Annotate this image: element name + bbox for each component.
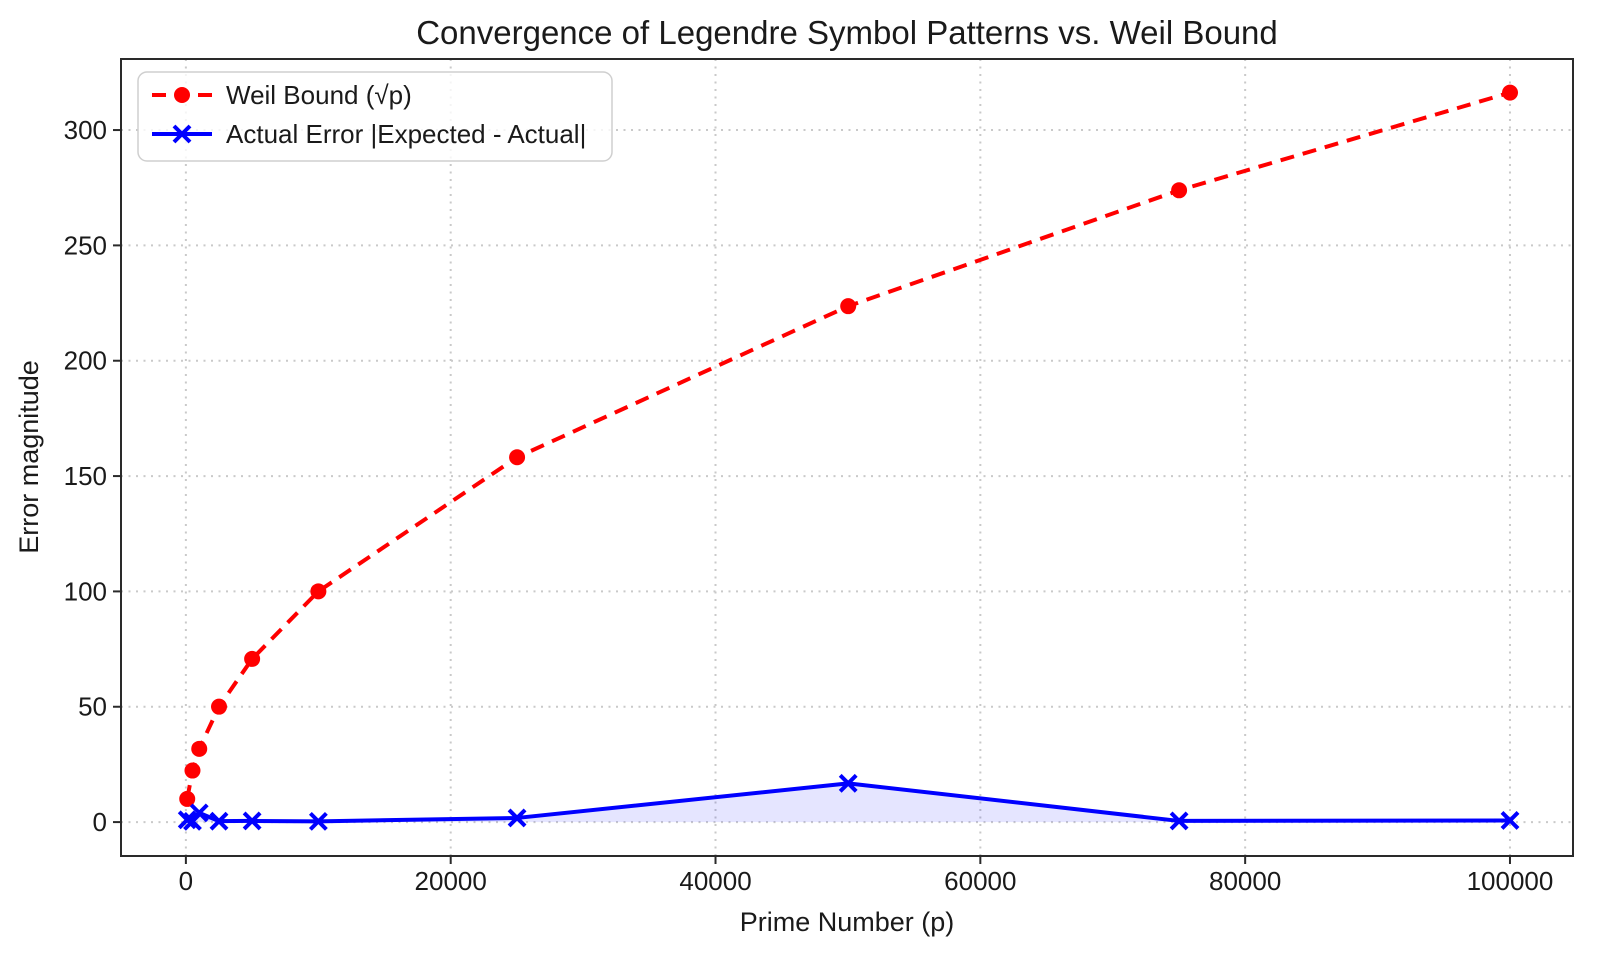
legend-label-weil-bound: Weil Bound (√p) — [226, 80, 412, 110]
x-axis-label: Prime Number (p) — [740, 907, 955, 937]
y-tick-labels: 0 50 100 150 200 250 300 — [64, 115, 107, 837]
weil-bound-point — [509, 449, 526, 466]
legend-label-actual-error: Actual Error |Expected - Actual| — [226, 119, 586, 149]
x-tick-label: 40000 — [679, 866, 751, 896]
y-tick-label: 250 — [64, 230, 107, 260]
actual-error-point — [242, 811, 262, 831]
plot-border — [120, 58, 1574, 857]
actual-error-point — [177, 810, 197, 830]
y-tick-label: 150 — [64, 461, 107, 491]
weil-bound-point — [840, 298, 857, 315]
x-tick-label: 80000 — [1209, 866, 1281, 896]
y-tick-label: 50 — [78, 692, 107, 722]
weil-bound-point — [244, 650, 261, 667]
x-tick-label: 0 — [179, 866, 193, 896]
actual-error-point — [189, 803, 209, 823]
legend-entry-weil-bound: Weil Bound (√p) — [152, 80, 412, 110]
y-tick-label: 0 — [93, 807, 107, 837]
weil-bound-series — [179, 84, 1519, 807]
actual-error-point — [507, 808, 527, 828]
actual-error-series — [177, 773, 1520, 831]
x-tick-label: 100000 — [1467, 866, 1554, 896]
weil-bound-point — [179, 790, 196, 807]
actual-error-point — [1169, 811, 1189, 831]
weil-bound-point — [184, 762, 201, 779]
x-tick-label: 20000 — [415, 866, 487, 896]
axis-tick-marks — [113, 129, 1511, 864]
weil-bound-line — [185, 90, 1511, 800]
error-area-fill — [187, 783, 1511, 823]
y-axis-label: Error magnitude — [14, 360, 44, 554]
y-tick-label: 300 — [64, 115, 107, 145]
actual-error-x-marker-icon — [172, 124, 192, 144]
actual-error-point — [308, 811, 328, 831]
x-tick-label: 60000 — [944, 866, 1016, 896]
legend-entry-actual-error: Actual Error |Expected - Actual| — [152, 119, 586, 149]
actual-error-fill-area — [187, 783, 1511, 823]
legend: Weil Bound (√p) Actual Error |Expected -… — [137, 71, 613, 162]
actual-error-point — [209, 811, 229, 831]
weil-bound-point — [191, 740, 208, 757]
y-tick-label: 200 — [64, 346, 107, 376]
chart-title: Convergence of Legendre Symbol Patterns … — [416, 14, 1278, 51]
gridlines — [121, 59, 1573, 856]
legend-box — [137, 71, 613, 162]
weil-bound-point — [1502, 84, 1519, 101]
weil-bound-point — [310, 583, 327, 600]
y-tick-label: 100 — [64, 576, 107, 606]
actual-error-point — [1500, 811, 1520, 830]
weil-bound-marker-icon — [174, 87, 190, 103]
actual-error-point — [838, 773, 858, 793]
weil-bound-point — [1171, 182, 1188, 199]
weil-bound-point — [211, 698, 228, 715]
x-tick-labels: 0 20000 40000 60000 80000 100000 — [179, 866, 1554, 896]
